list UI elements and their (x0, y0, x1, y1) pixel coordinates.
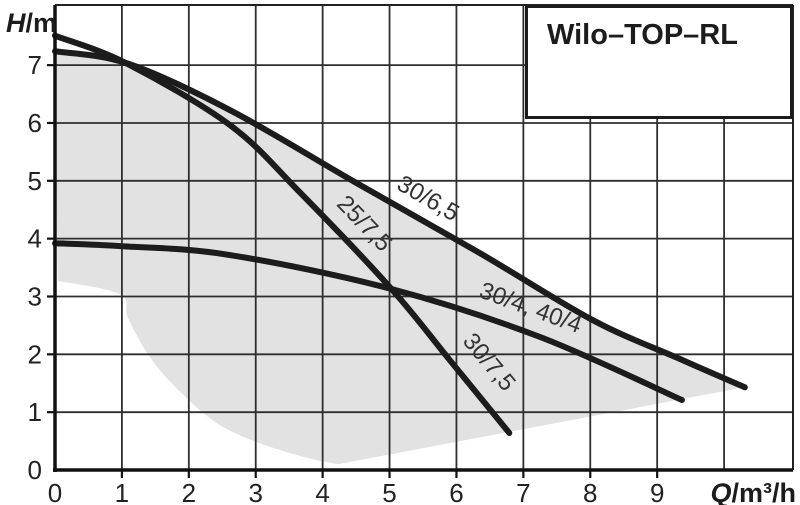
y-tick-label: 5 (28, 166, 42, 196)
y-tick-label: 7 (28, 50, 42, 80)
y-tick-label: 2 (28, 339, 42, 369)
x-axis-title: Q/m³/h (710, 478, 796, 505)
y-tick-label: 4 (28, 224, 42, 254)
x-axis-title-unit: /m³/h (732, 478, 797, 505)
operating-field (55, 51, 745, 465)
pump-curve-1 (52, 48, 748, 391)
x-tick-label: 4 (315, 478, 329, 505)
pump-curve-3 (52, 240, 685, 403)
y-axis-title-unit: /m (26, 8, 58, 38)
axis-layer (47, 5, 793, 478)
x-tick-label: 3 (248, 478, 262, 505)
x-tick-label: 8 (583, 478, 597, 505)
y-axis-title: H/m (6, 8, 57, 38)
x-tick-label: 1 (115, 478, 129, 505)
title-box: Wilo–TOP–RL (525, 5, 793, 119)
x-axis-title-symbol: Q (710, 478, 731, 505)
curve-layer (52, 32, 748, 436)
x-tick-label: 2 (182, 478, 196, 505)
x-tick-label: 6 (449, 478, 463, 505)
y-tick-label: 0 (28, 455, 42, 485)
tick-label-layer: 0 1 2 3 4 5 6 7 8 9 0 1 2 3 4 5 6 7 (28, 50, 665, 505)
operating-field-layer (55, 51, 745, 465)
x-tick-label: 7 (516, 478, 530, 505)
x-tick-label: 0 (48, 478, 62, 505)
x-tick-label: 9 (650, 478, 664, 505)
x-tick-label: 5 (382, 478, 396, 505)
title-box-label: Wilo–TOP–RL (547, 19, 738, 51)
y-axis-title-symbol: H (6, 8, 26, 38)
title-box-frame (525, 5, 793, 119)
y-tick-label: 1 (28, 397, 42, 427)
y-tick-label: 6 (28, 108, 42, 138)
pump-curve-2 (52, 32, 513, 436)
y-tick-label: 3 (28, 281, 42, 311)
